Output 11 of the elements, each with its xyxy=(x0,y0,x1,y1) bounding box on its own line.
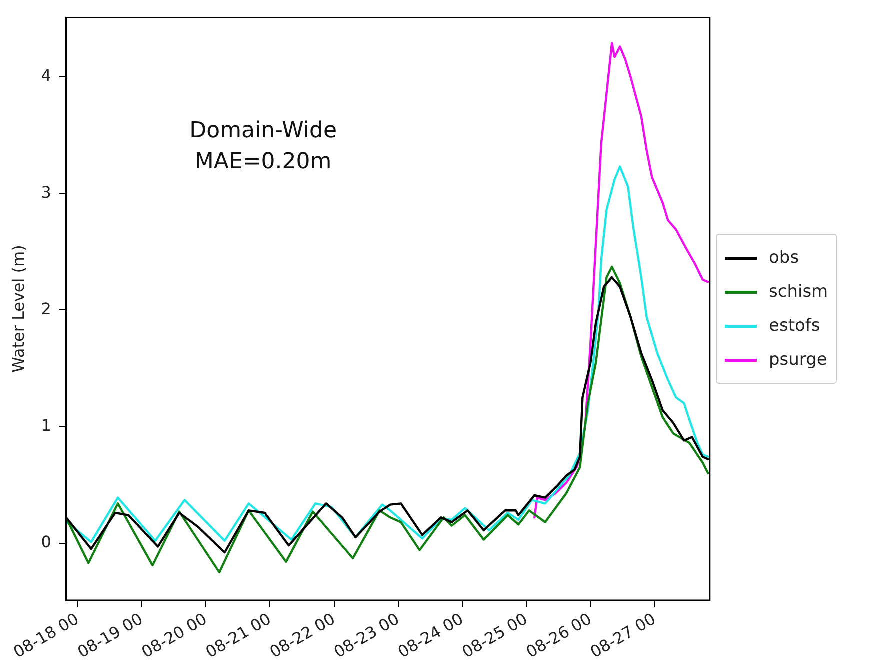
legend-label: obs xyxy=(769,248,800,268)
y-tick-label: 3 xyxy=(41,182,52,202)
y-tick-label: 2 xyxy=(41,299,52,318)
legend-label: estofs xyxy=(769,316,820,336)
y-tick-label: 0 xyxy=(41,532,52,552)
legend-label: schism xyxy=(769,282,828,302)
legend-label: psurge xyxy=(769,350,828,370)
y-tick-label: 4 xyxy=(41,66,52,86)
y-axis-title: Water Level (m) xyxy=(8,245,28,373)
annotation: Domain-Wide MAE=0.20m xyxy=(190,118,337,174)
y-tick-label: 1 xyxy=(41,416,52,435)
